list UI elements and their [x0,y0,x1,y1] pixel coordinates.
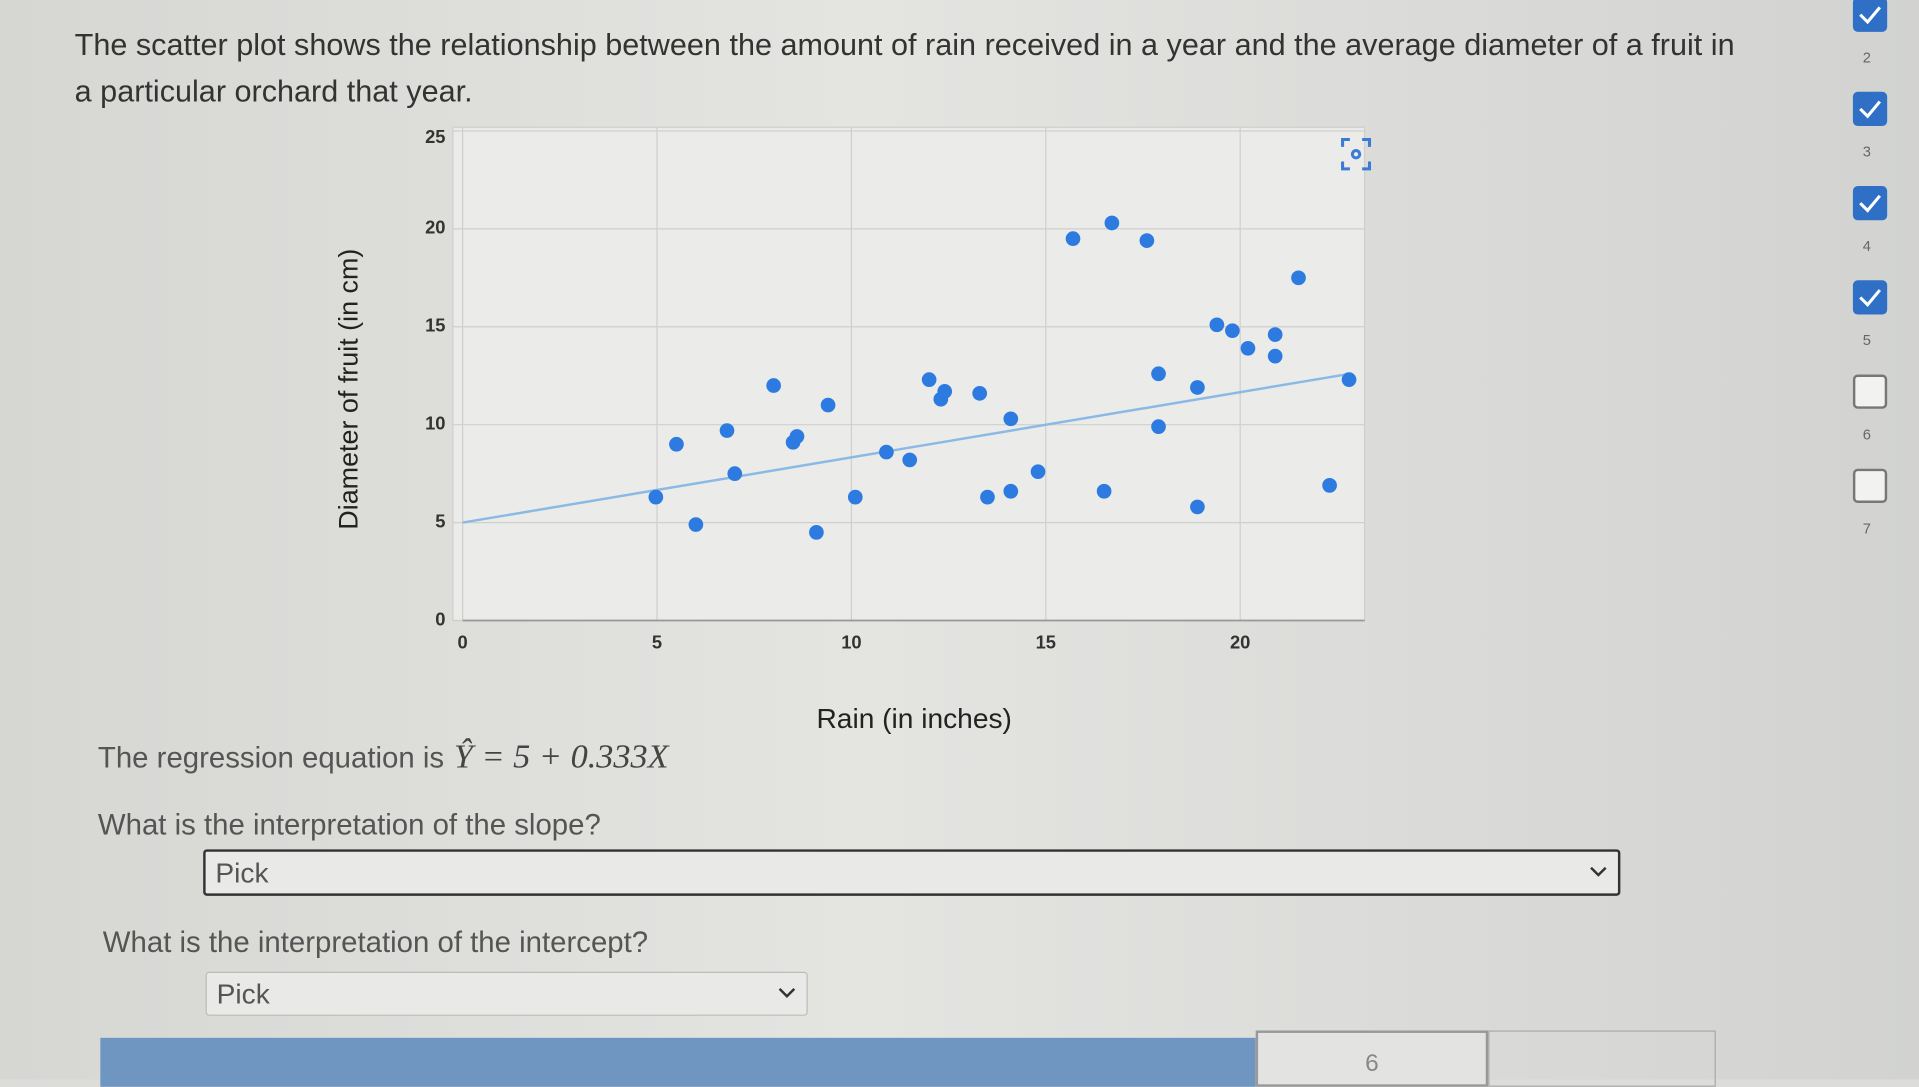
data-point [1322,478,1337,493]
data-point [1209,317,1225,333]
slope-dropdown[interactable]: Pick [203,849,1621,896]
y-axis-label: Diameter of fruit (in cm) [333,249,363,530]
nav-item[interactable] [1852,374,1888,409]
check-icon [1859,100,1882,119]
data-point [1151,419,1166,434]
dropdown-value: Pick [216,977,270,1010]
intercept-dropdown[interactable]: Pick [205,971,808,1016]
intercept-prompt: What is the interpretation of the interc… [102,926,649,960]
data-point [879,444,894,460]
data-point [1030,464,1046,480]
y-tick-label: 5 [435,510,445,531]
footer-box: 6 [1255,1030,1489,1087]
data-point [820,397,836,413]
data-point [1225,323,1240,339]
screenshot-icon[interactable] [1341,137,1372,171]
data-point [789,429,805,444]
data-point [1139,233,1155,248]
nav-item[interactable] [1852,280,1888,315]
nav-item[interactable] [1852,186,1888,221]
data-point [669,436,684,452]
data-point [937,384,953,399]
data-point [1104,215,1120,231]
data-point [809,525,824,540]
nav-number: 7 [1862,520,1871,538]
data-point [1096,483,1112,499]
data-point [980,489,995,505]
data-point [902,452,918,468]
slope-prompt: What is the interpretation of the slope? [97,808,601,843]
nav-item[interactable] [1852,468,1888,504]
y-tick-label: 15 [425,315,445,336]
data-point [1291,270,1306,286]
chevron [778,988,796,998]
y-tick-label: 0 [435,608,445,629]
regression-equation: The regression equation is Ŷ = 5 + 0.333X [98,738,669,777]
data-point [727,466,743,481]
y-tick-label: 25 [425,126,445,147]
data-point [1003,483,1019,499]
nav-item[interactable] [1852,0,1888,32]
nav-number: 3 [1862,143,1871,161]
nav-item[interactable] [1852,91,1888,127]
check-icon [1859,194,1882,213]
data-point [847,489,863,505]
y-tick-label: 10 [425,413,445,434]
footer-bar [100,1037,1256,1087]
question-intro: The scatter plot shows the relationship … [74,28,1735,109]
data-point [766,378,781,393]
data-point [688,517,704,532]
data-point [1267,348,1283,364]
data-point [1341,372,1357,387]
data-point [1065,231,1081,246]
dropdown-value: Pick [215,856,269,889]
chevron [1590,866,1607,877]
data-point [719,423,735,438]
footer-box-empty [1488,1030,1716,1087]
x-axis-label: Rain (in inches) [817,703,1012,734]
data-point [972,386,988,401]
data-point [648,489,664,505]
nav-number: 2 [1862,48,1871,67]
x-tick-label: 0 [458,632,468,653]
data-point [921,372,937,387]
x-tick-label: 10 [841,632,861,653]
data-point [1003,411,1019,427]
x-tick-label: 20 [1230,632,1250,653]
check-icon [1859,289,1882,308]
data-point [1151,366,1166,382]
data-point [1190,499,1205,515]
plot-area [452,126,1366,622]
data-point [1190,380,1205,395]
regression-line [462,372,1350,524]
equation-prefix: The regression equation is [97,741,445,775]
x-tick-label: 5 [652,632,662,653]
nav-number: 5 [1862,331,1871,349]
nav-number: 4 [1862,237,1871,255]
y-tick-label: 20 [425,217,445,238]
question-nav: 2 3 4 5 6 7 [1846,0,1919,563]
equation-formula: Ŷ = 5 + 0.333X [453,737,669,776]
data-point [1267,327,1283,342]
check-icon [1859,6,1882,25]
data-point [1240,340,1256,356]
nav-number: 6 [1862,425,1871,444]
x-tick-label: 15 [1036,632,1056,653]
